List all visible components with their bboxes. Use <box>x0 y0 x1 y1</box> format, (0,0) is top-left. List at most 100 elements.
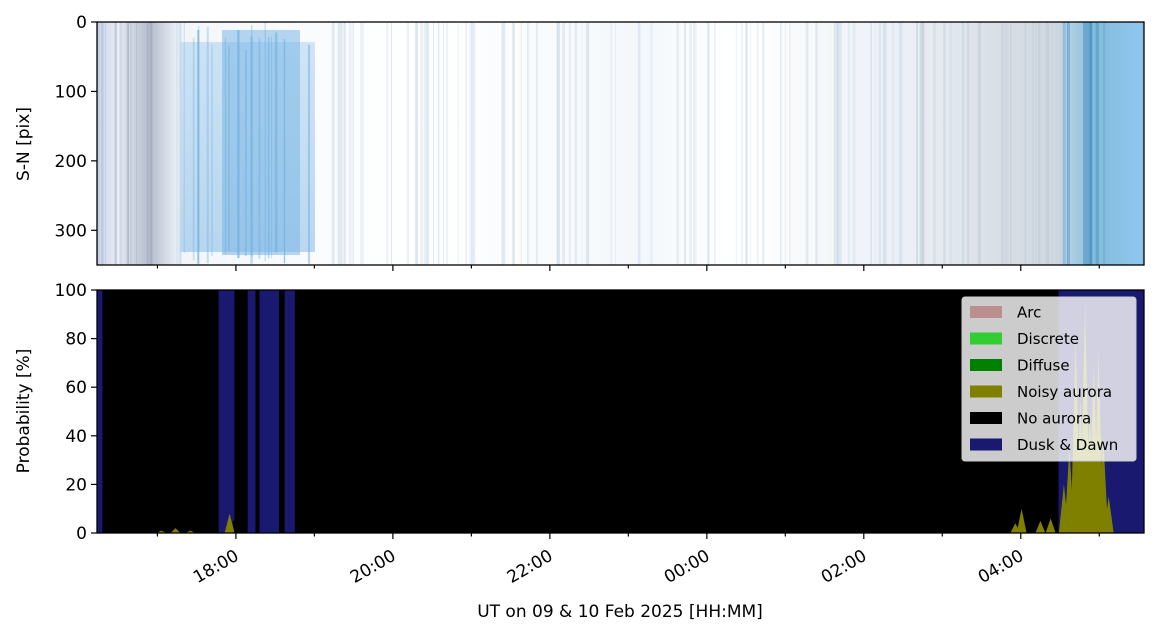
keogram-streak <box>693 22 697 265</box>
top-ytick-label: 0 <box>76 13 87 33</box>
keogram-streak <box>891 22 894 265</box>
dusk-dawn-area <box>247 290 256 533</box>
probability-frame <box>96 289 1145 534</box>
keogram-streak <box>745 22 748 265</box>
keogram-streak <box>1035 22 1037 265</box>
keogram-streak <box>337 22 340 265</box>
keogram-streak <box>469 22 471 265</box>
legend-swatch <box>970 306 1002 318</box>
top-ytick-label: 200 <box>55 152 87 172</box>
keogram-streak <box>556 22 559 265</box>
keogram-panel: 0 100 200 300 S-N [pix] <box>14 13 1145 271</box>
keogram-streak <box>1090 22 1093 265</box>
keogram-streak <box>921 22 924 265</box>
dusk-dawn-area <box>284 290 295 533</box>
keogram-streak <box>563 22 565 265</box>
keogram-streak <box>283 39 286 264</box>
keogram-streak <box>1103 22 1106 265</box>
keogram-streak <box>206 26 209 264</box>
legend-label: No aurora <box>1017 410 1091 428</box>
keogram-streak <box>114 22 117 265</box>
keogram-streak <box>1045 22 1048 265</box>
legend-swatch <box>970 332 1002 345</box>
keogram-streak <box>501 22 504 265</box>
keogram-streak <box>343 22 346 265</box>
keogram-streak <box>898 22 900 265</box>
keogram-streak <box>943 22 946 265</box>
keogram-streak <box>424 22 427 265</box>
keogram-streak <box>949 22 952 265</box>
keogram-streak <box>391 22 392 265</box>
keogram-streak <box>690 22 692 265</box>
keogram-streak <box>151 22 153 265</box>
keogram-streak <box>574 22 578 265</box>
keogram-streak <box>568 22 571 265</box>
keogram-streak <box>884 22 887 265</box>
keogram-streak <box>471 22 473 265</box>
keogram-streak <box>741 22 743 265</box>
keogram-dawn-blue <box>1060 22 1144 265</box>
keogram-streak <box>977 22 979 265</box>
keogram-streak <box>558 22 560 265</box>
keogram-streak <box>815 22 818 265</box>
keogram-streak <box>360 22 363 265</box>
dusk-dawn-area <box>259 290 280 533</box>
keogram-streak <box>150 22 152 265</box>
keogram-streak <box>1098 22 1099 265</box>
keogram-streak <box>853 22 856 265</box>
keogram-streak <box>637 22 641 265</box>
keogram-streak <box>414 22 418 265</box>
keogram-streak <box>1001 22 1004 265</box>
keogram-streak <box>457 22 459 265</box>
probability-panel: 0 20 40 60 80 100 18:00 20:00 22:00 00:00 02:00 04… <box>14 281 1145 622</box>
keogram-streak <box>615 22 616 265</box>
top-ylabel: S-N [pix] <box>14 107 34 181</box>
keogram-streak <box>750 22 752 265</box>
keogram-streak <box>224 36 227 255</box>
keogram-streak <box>331 22 333 265</box>
keogram-streak <box>275 32 278 253</box>
keogram-streak <box>1003 22 1005 265</box>
keogram-streak <box>714 22 716 265</box>
keogram-streak <box>1142 22 1144 265</box>
bottom-xtick-label: 04:00 <box>975 546 1027 588</box>
keogram-streak <box>211 44 213 257</box>
x-axis-label: UT on 09 & 10 Feb 2025 [HH:MM] <box>477 602 763 622</box>
keogram-streak <box>585 22 589 265</box>
keogram-streak <box>227 45 230 251</box>
keogram-streak <box>183 22 185 254</box>
keogram-streak <box>473 22 475 265</box>
keogram-streak <box>446 22 448 265</box>
keogram-streak <box>677 22 679 265</box>
legend-swatch <box>970 359 1002 371</box>
dusk-dawn-dip <box>295 525 299 533</box>
bottom-ylabel: Probability [%] <box>14 349 34 474</box>
keogram-streak <box>933 22 936 265</box>
noisy-aurora-peak <box>1016 508 1027 533</box>
keogram-dawn-stripe <box>1083 22 1092 265</box>
legend-label: Discrete <box>1017 330 1079 348</box>
keogram-streak <box>416 22 419 265</box>
dusk-dawn-dip <box>280 518 284 533</box>
keogram-streak <box>504 22 506 265</box>
keogram-streak <box>961 22 965 265</box>
legend-label: Noisy aurora <box>1017 383 1112 401</box>
keogram-streak <box>520 22 522 265</box>
bottom-ytick-label: 60 <box>65 378 87 398</box>
keogram-streak <box>176 22 179 265</box>
keogram-streak <box>762 22 765 265</box>
keogram-streak <box>535 22 538 265</box>
keogram-streak <box>899 22 903 265</box>
keogram-streak <box>267 37 270 259</box>
keogram-streak <box>465 22 467 265</box>
keogram-streak <box>806 22 809 265</box>
keogram-streak <box>852 22 854 265</box>
keogram-streak <box>426 22 429 265</box>
keogram-streak <box>1010 22 1012 265</box>
keogram-streak <box>916 22 918 265</box>
keogram-streak <box>119 22 123 265</box>
keogram-streak <box>693 22 695 265</box>
keogram-streak <box>146 22 149 265</box>
keogram-streak <box>689 22 692 265</box>
